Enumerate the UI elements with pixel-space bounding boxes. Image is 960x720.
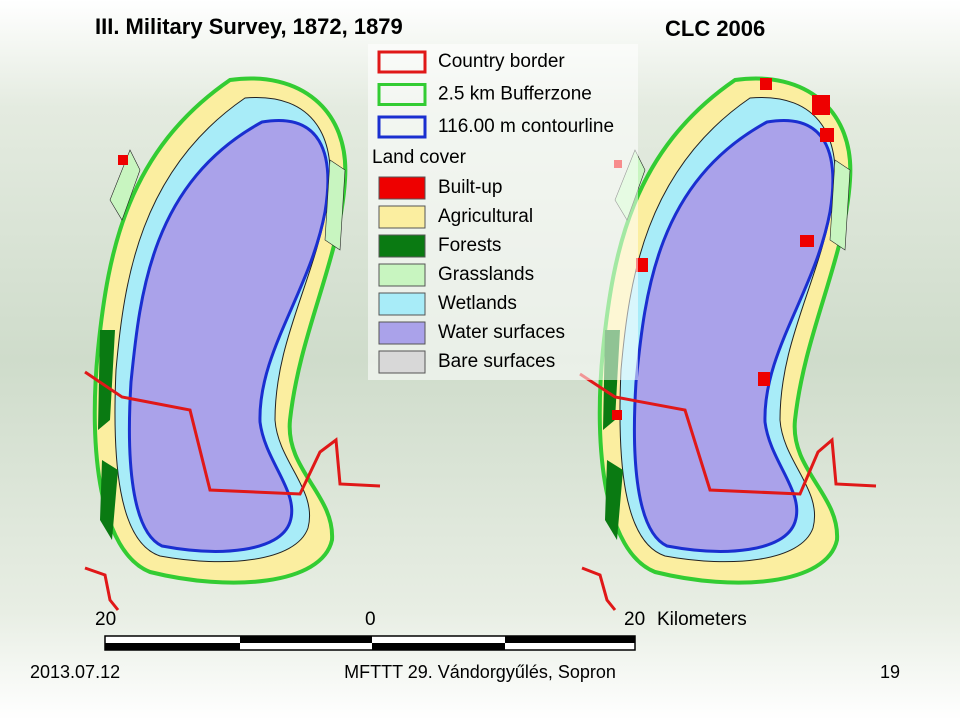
built-up-patches <box>118 78 834 420</box>
country-border <box>84 370 877 611</box>
legend-label: Country border <box>438 51 565 72</box>
scale-unit: Kilometers <box>657 609 747 630</box>
legend-heading: Land cover <box>372 147 467 168</box>
footer-date: 2013.07.12 <box>30 662 120 682</box>
legend-swatch <box>378 263 426 287</box>
scale-bar <box>104 635 636 651</box>
legend-swatch <box>378 176 426 200</box>
legend-swatch <box>378 205 426 229</box>
legend-line-swatch <box>377 83 427 106</box>
legend-label: Bare surfaces <box>438 351 555 372</box>
legend-label: 116.00 m contourline <box>438 116 614 137</box>
title: III. Military Survey, 1872, 1879 <box>95 14 403 39</box>
legend-label: Built-up <box>438 177 502 198</box>
legend: Land cover Country border 2.5 km Bufferzo… <box>372 50 614 374</box>
map-historic <box>92 76 348 585</box>
legend-label: Wetlands <box>438 293 517 314</box>
map-title: CLC 2006 <box>665 16 765 41</box>
legend-label: Water surfaces <box>438 322 565 343</box>
legend-label: 2.5 km Bufferzone <box>438 84 592 105</box>
legend-swatch <box>378 234 426 258</box>
legend-line-swatch <box>377 50 427 74</box>
legend-swatch <box>378 350 426 374</box>
scale-label: 20 <box>624 609 645 630</box>
legend-swatch <box>378 292 426 316</box>
legend-swatch <box>378 321 426 345</box>
legend-label: Grasslands <box>438 264 534 285</box>
scale-label: 0 <box>365 609 376 630</box>
legend-label: Forests <box>438 235 501 256</box>
legend-label: Agricultural <box>438 206 533 227</box>
footer-event: MFTTT 29. Vándorgyűlés, Sopron <box>344 662 616 682</box>
legend-line-swatch <box>377 115 427 139</box>
page-number: 19 <box>880 662 900 682</box>
scale-label: 20 <box>95 609 116 630</box>
